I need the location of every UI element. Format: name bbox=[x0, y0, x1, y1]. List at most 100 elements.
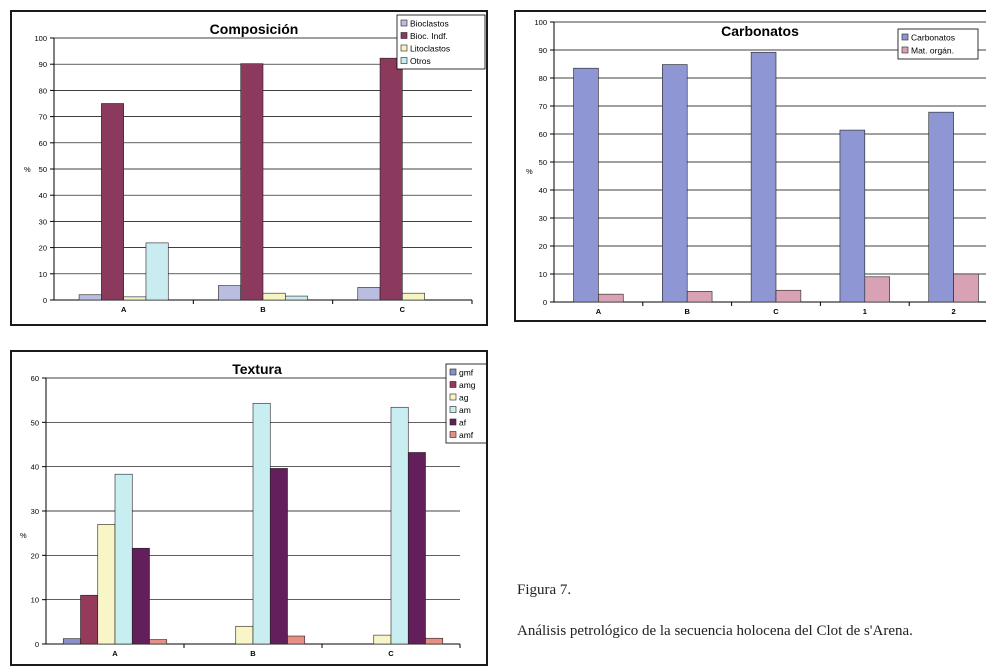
bar bbox=[149, 639, 168, 645]
y-axis-label: % bbox=[20, 531, 27, 540]
legend-label: Litoclastos bbox=[410, 44, 450, 54]
bar bbox=[373, 634, 392, 645]
bar bbox=[407, 452, 426, 645]
bar bbox=[62, 638, 81, 645]
legend-swatch bbox=[449, 393, 457, 401]
bar bbox=[145, 242, 169, 301]
bar bbox=[357, 287, 381, 301]
bar bbox=[864, 276, 890, 303]
y-tick-label: 20 bbox=[31, 551, 39, 560]
x-tick-label: C bbox=[773, 307, 779, 316]
y-tick-label: 80 bbox=[39, 86, 47, 95]
bar bbox=[101, 103, 124, 301]
y-tick-label: 30 bbox=[31, 507, 39, 516]
legend-label: Bioc. Indf. bbox=[410, 31, 448, 41]
y-tick-label: 10 bbox=[539, 270, 547, 279]
chart-textura-svg: 0 10 20 30 40 50 60% A B C Textura gmf amg ag am af amf bbox=[20, 361, 486, 658]
y-tick-label: 70 bbox=[39, 113, 47, 122]
legend-swatch bbox=[449, 381, 457, 388]
bar bbox=[775, 289, 802, 303]
legend-label: am bbox=[459, 405, 471, 415]
y-tick-label: 0 bbox=[43, 296, 47, 305]
x-tick-label: B bbox=[684, 307, 690, 316]
y-tick-label: 20 bbox=[39, 244, 47, 253]
bar bbox=[131, 547, 150, 645]
legend-swatch bbox=[400, 57, 408, 64]
chart-carbonatos: 0 10 20 30 40 50 60 70 80 90 100% A B C 1 2 Carbonatos Ca… bbox=[514, 10, 986, 322]
y-tick-label: 100 bbox=[34, 34, 47, 43]
x-tick-label: A bbox=[112, 649, 118, 658]
y-tick-label: 10 bbox=[39, 270, 47, 279]
y-tick-label: 40 bbox=[539, 186, 547, 195]
legend-box bbox=[396, 14, 486, 70]
legend-label: Bioclastos bbox=[410, 19, 449, 29]
bar bbox=[402, 292, 425, 301]
bar bbox=[252, 402, 271, 645]
bar bbox=[97, 524, 116, 645]
chart-composicion: 0 10 20 30 40 50 60 70 80 90 100% A B C Composición Bio… bbox=[10, 10, 488, 326]
bar bbox=[287, 635, 306, 645]
bar bbox=[598, 293, 624, 303]
y-tick-label: 60 bbox=[31, 374, 39, 383]
legend-label: amg bbox=[459, 380, 476, 390]
legend-swatch bbox=[449, 368, 457, 376]
legend-swatch bbox=[400, 32, 408, 39]
x-tick-label: C bbox=[388, 649, 394, 658]
bar bbox=[218, 285, 242, 301]
chart-textura: 0 10 20 30 40 50 60% A B C Textura gmf amg ag am af amf bbox=[10, 350, 488, 666]
x-tick-label: B bbox=[260, 305, 266, 314]
y-tick-label: 60 bbox=[539, 130, 547, 139]
x-tick-label: B bbox=[250, 649, 256, 658]
y-tick-label: 30 bbox=[39, 217, 47, 226]
figure-number: Figura 7. bbox=[517, 582, 572, 598]
figure-description: Análisis petrológico de la secuencia hol… bbox=[517, 623, 913, 639]
chart-title: Carbonatos bbox=[721, 23, 799, 39]
bar bbox=[262, 292, 286, 301]
legend-swatch bbox=[901, 33, 909, 41]
bar bbox=[686, 291, 713, 303]
legend-swatch bbox=[901, 46, 909, 54]
legend-label: Otros bbox=[410, 56, 431, 66]
x-tick-label: 1 bbox=[863, 307, 867, 316]
x-tick-label: C bbox=[400, 305, 406, 314]
y-tick-label: 0 bbox=[543, 298, 547, 307]
y-tick-label: 30 bbox=[539, 214, 547, 223]
y-tick-label: 90 bbox=[539, 46, 547, 55]
legend-label: Carbonatos bbox=[911, 33, 955, 43]
figure-caption: Figura 7. Análisis petrológico de la sec… bbox=[517, 582, 986, 640]
bar bbox=[662, 64, 688, 303]
legend-box bbox=[897, 28, 979, 60]
bar bbox=[839, 129, 866, 303]
bar bbox=[269, 468, 288, 645]
legend-label: ag bbox=[459, 393, 469, 403]
bar bbox=[123, 296, 147, 301]
chart-title: Textura bbox=[232, 361, 282, 377]
bar bbox=[379, 57, 403, 301]
bar bbox=[953, 273, 979, 303]
x-tick-label: 2 bbox=[952, 307, 956, 316]
y-tick-label: 10 bbox=[31, 596, 39, 605]
y-tick-label: 0 bbox=[35, 640, 39, 649]
y-tick-label: 50 bbox=[31, 418, 39, 427]
bar bbox=[80, 594, 99, 645]
y-tick-label: 40 bbox=[31, 463, 39, 472]
bar bbox=[573, 67, 599, 303]
y-tick-label: 100 bbox=[534, 18, 547, 27]
legend-swatch bbox=[449, 431, 457, 438]
x-tick-label: A bbox=[596, 307, 602, 316]
y-axis-label: % bbox=[526, 167, 533, 176]
y-tick-label: 60 bbox=[39, 139, 47, 148]
chart-composicion-svg: 0 10 20 30 40 50 60 70 80 90 100% A B C Composición Bio… bbox=[24, 14, 486, 314]
bar bbox=[235, 625, 254, 645]
legend-label: gmf bbox=[459, 368, 474, 378]
bar bbox=[284, 295, 308, 301]
y-tick-label: 80 bbox=[539, 74, 547, 83]
bar bbox=[114, 473, 133, 645]
y-tick-label: 90 bbox=[39, 60, 47, 69]
y-tick-label: 50 bbox=[539, 158, 547, 167]
y-tick-label: 70 bbox=[539, 102, 547, 111]
bar bbox=[750, 51, 777, 303]
y-tick-label: 20 bbox=[539, 242, 547, 251]
legend-label: amf bbox=[459, 430, 474, 440]
bar bbox=[928, 111, 954, 303]
